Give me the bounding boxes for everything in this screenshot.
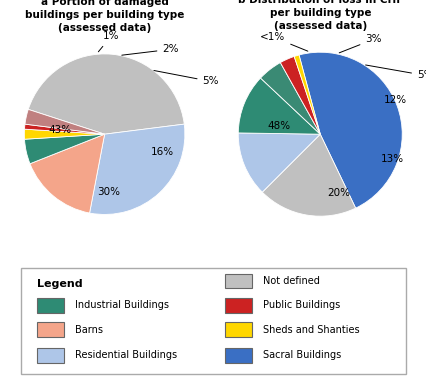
Title: a Portion of damaged
buildings per building type
(assessed data): a Portion of damaged buildings per build… [25, 0, 184, 33]
Wedge shape [238, 78, 320, 134]
Wedge shape [24, 124, 104, 134]
Wedge shape [30, 134, 104, 213]
Wedge shape [25, 109, 104, 134]
Wedge shape [260, 63, 320, 134]
Text: 5%: 5% [153, 70, 219, 87]
FancyBboxPatch shape [225, 274, 251, 288]
Text: 5%: 5% [365, 65, 426, 81]
Text: Legend: Legend [37, 279, 82, 289]
Text: 48%: 48% [267, 121, 290, 131]
Text: 43%: 43% [49, 125, 72, 135]
Text: 1%: 1% [98, 31, 119, 52]
Wedge shape [24, 129, 104, 139]
Text: <1%: <1% [259, 32, 307, 51]
Wedge shape [89, 124, 184, 214]
Title: b Distribution of loss in CHF
per building type
(assessed data): b Distribution of loss in CHF per buildi… [237, 0, 402, 31]
Text: Sheds and Shanties: Sheds and Shanties [263, 325, 359, 335]
Text: Public Buildings: Public Buildings [263, 301, 340, 310]
FancyBboxPatch shape [37, 322, 63, 337]
Text: 12%: 12% [383, 95, 406, 105]
FancyBboxPatch shape [37, 298, 63, 313]
Text: Not defined: Not defined [263, 276, 320, 286]
Text: Sacral Buildings: Sacral Buildings [263, 350, 341, 360]
FancyBboxPatch shape [37, 348, 63, 363]
Wedge shape [298, 52, 401, 208]
FancyBboxPatch shape [21, 268, 405, 374]
Wedge shape [28, 54, 184, 134]
Text: 2%: 2% [121, 44, 178, 55]
Wedge shape [280, 56, 320, 134]
Text: Industrial Buildings: Industrial Buildings [75, 301, 169, 310]
FancyBboxPatch shape [225, 298, 251, 313]
Text: Barns: Barns [75, 325, 103, 335]
Text: Residential Buildings: Residential Buildings [75, 350, 177, 360]
Wedge shape [262, 134, 355, 216]
FancyBboxPatch shape [225, 322, 251, 337]
Text: 16%: 16% [150, 147, 173, 157]
Wedge shape [24, 134, 104, 164]
Text: 20%: 20% [326, 188, 349, 198]
Text: 3%: 3% [338, 34, 381, 53]
Wedge shape [238, 133, 320, 192]
Text: 13%: 13% [380, 154, 403, 164]
Text: 30%: 30% [97, 187, 120, 197]
Wedge shape [294, 55, 320, 134]
FancyBboxPatch shape [225, 348, 251, 363]
